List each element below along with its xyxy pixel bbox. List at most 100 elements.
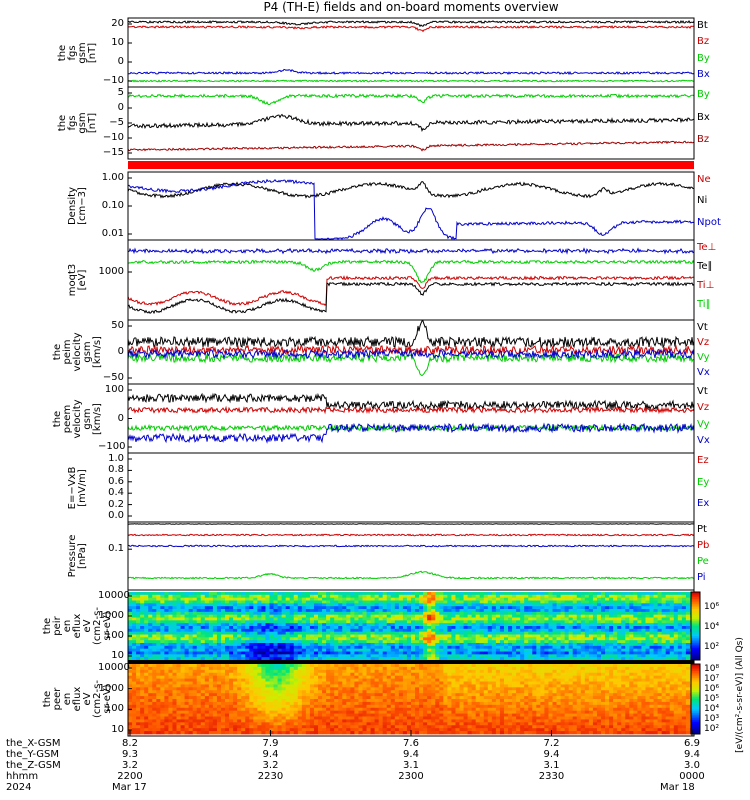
peir-spectrogram-cell (289, 654, 295, 658)
peir-spectrogram-cell (576, 643, 582, 647)
peer-spectrogram-cell (208, 707, 214, 712)
peer-spectrogram-cell (253, 722, 258, 726)
peer-spectrogram-cell (172, 728, 177, 732)
peir-spectrogram-cell (459, 592, 464, 596)
peir-spectrogram-cell (657, 631, 663, 635)
peir-spectrogram-cell (479, 600, 485, 604)
peir-spectrogram-cell (338, 609, 343, 613)
peir-spectrogram-cell (487, 620, 493, 624)
peir-spectrogram-cell (144, 628, 149, 633)
peir-spectrogram-cell (471, 657, 477, 661)
peir-spectrogram-cell (249, 594, 254, 599)
peir-spectrogram-cell (560, 640, 566, 644)
peer-spectrogram-cell (366, 707, 371, 712)
peer-spectrogram-cell (225, 704, 230, 709)
peer-spectrogram-cell (196, 722, 202, 726)
peir-spectrogram-cell (512, 594, 517, 599)
peer-spectrogram-cell (249, 716, 254, 720)
peir-spectrogram-cell (443, 643, 448, 647)
peer-spectrogram-cell (362, 710, 367, 714)
peir-spectrogram-cell (621, 651, 626, 655)
peer-spectrogram-cell (285, 722, 291, 726)
peir-spectrogram-cell (572, 634, 578, 638)
peir-spectrogram-cell (508, 606, 513, 610)
peir-spectrogram-cell (204, 645, 210, 650)
peir-spectrogram-cell (435, 654, 440, 658)
peer-spectrogram-cell (176, 731, 181, 735)
peir-spectrogram-cell (584, 606, 590, 610)
peir-spectrogram-cell (172, 643, 177, 647)
peir-spectrogram-cell (354, 626, 359, 630)
peer-spectrogram-cell (293, 687, 299, 691)
peir-spectrogram-cell (350, 651, 355, 655)
peer-spectrogram-cell (265, 704, 270, 709)
peer-spectrogram-cell (309, 678, 315, 682)
peir-spectrogram-cell (382, 626, 388, 630)
peir-spectrogram-cell (552, 640, 557, 644)
peir-spectrogram-cell (204, 648, 210, 652)
peir-spectrogram-cell (495, 628, 501, 633)
peir-spectrogram-cell (269, 603, 274, 607)
peir-spectrogram-cell (685, 603, 691, 607)
peir-spectrogram-cell (435, 634, 440, 638)
peir-spectrogram-cell (479, 623, 485, 627)
peir-spectrogram-cell (629, 623, 634, 627)
peir-spectrogram-cell (471, 626, 477, 630)
peir-spectrogram-cell (439, 603, 444, 607)
peir-spectrogram-cell (184, 651, 190, 655)
peer-spectrogram-cell (322, 678, 327, 682)
peir-spectrogram-cell (564, 626, 570, 630)
peir-spectrogram-cell (520, 634, 525, 638)
peir-spectrogram-cell (625, 654, 630, 658)
peir-spectrogram-cell (176, 623, 181, 627)
peer-spectrogram-cell (398, 672, 404, 677)
peir-spectrogram-cell (330, 594, 335, 599)
peir-spectrogram-cell (439, 592, 444, 596)
peer-spectrogram-cell (176, 725, 181, 729)
peir-spectrogram-cell (439, 611, 444, 616)
peer-spectrogram-cell (140, 731, 145, 735)
peir-spectrogram-cell (516, 594, 521, 599)
peir-spectrogram-cell (273, 617, 278, 621)
peer-spectrogram-cell (358, 704, 363, 709)
peir-spectrogram-cell (609, 600, 614, 604)
peer-spectrogram-cell (152, 707, 157, 712)
peir-spectrogram-cell (560, 609, 566, 613)
peir-spectrogram-cell (443, 611, 448, 616)
peir-spectrogram-cell (479, 606, 485, 610)
peir-spectrogram-cell (556, 631, 561, 635)
peir-spectrogram-cell (245, 617, 250, 621)
peer-spectrogram-cell (322, 681, 327, 685)
peer-spectrogram-cell (160, 713, 165, 717)
peer-spectrogram-cell (144, 701, 149, 706)
peir-spectrogram-cell (225, 657, 230, 661)
peer-spectrogram-cell (192, 693, 198, 697)
peir-spectrogram-cell (548, 609, 553, 613)
peir-spectrogram-cell (415, 600, 420, 604)
peer-spectrogram-cell (326, 699, 331, 703)
peir-spectrogram-cell (536, 623, 541, 627)
peir-spectrogram-cell (536, 614, 541, 618)
peir-spectrogram-cell (338, 645, 343, 650)
peir-spectrogram-cell (641, 592, 646, 596)
peer-spectrogram-cell (168, 728, 173, 732)
peir-spectrogram-cell (253, 603, 258, 607)
peer-spectrogram-cell (204, 719, 210, 723)
peer-spectrogram-cell (192, 704, 198, 709)
peir-spectrogram-cell (338, 603, 343, 607)
peir-spectrogram-cell (382, 643, 388, 647)
peir-spectrogram-cell (596, 614, 602, 618)
peir-spectrogram-cell (544, 609, 549, 613)
peir-spectrogram-cell (318, 603, 323, 607)
peir-spectrogram-cell (540, 657, 545, 661)
peir-spectrogram-cell (261, 603, 266, 607)
peir-spectrogram-cell (289, 609, 295, 613)
peir-spectrogram-cell (532, 648, 537, 652)
peir-spectrogram-cell (269, 643, 274, 647)
peer-spectrogram-cell (354, 725, 359, 729)
peir-spectrogram-cell (673, 645, 679, 650)
peir-spectrogram-cell (216, 628, 222, 633)
peer-spectrogram-cell (366, 684, 371, 688)
peer-spectrogram-cell (346, 731, 351, 735)
peir-spectrogram-cell (249, 648, 254, 652)
